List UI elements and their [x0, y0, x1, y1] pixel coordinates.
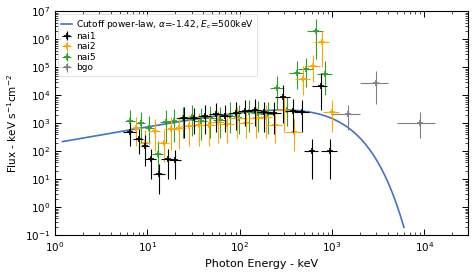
Cutoff power-law, $\alpha$=-1.42, $E_c$=500keV — [214, 114, 220, 117]
Cutoff power-law, $\alpha$=-1.42, $E_c$=500keV — [280, 108, 285, 112]
Legend: Cutoff power-law, $\alpha$=-1.42, $E_c$=500keV, nai1, nai2, nai5, bgo: Cutoff power-law, $\alpha$=-1.42, $E_c$=… — [58, 14, 257, 76]
Cutoff power-law, $\alpha$=-1.42, $E_c$=500keV — [261, 109, 266, 112]
Y-axis label: Flux - keV s$^{-1}$cm$^{-2}$: Flux - keV s$^{-1}$cm$^{-2}$ — [6, 74, 19, 173]
Cutoff power-law, $\alpha$=-1.42, $E_c$=500keV — [401, 226, 407, 229]
Cutoff power-law, $\alpha$=-1.42, $E_c$=500keV — [288, 109, 294, 112]
Line: Cutoff power-law, $\alpha$=-1.42, $E_c$=500keV: Cutoff power-law, $\alpha$=-1.42, $E_c$=… — [63, 110, 404, 227]
Cutoff power-law, $\alpha$=-1.42, $E_c$=500keV — [317, 113, 323, 116]
X-axis label: Photon Energy - keV: Photon Energy - keV — [205, 259, 319, 270]
Cutoff power-law, $\alpha$=-1.42, $E_c$=500keV — [147, 125, 153, 128]
Cutoff power-law, $\alpha$=-1.42, $E_c$=500keV — [60, 140, 65, 143]
Cutoff power-law, $\alpha$=-1.42, $E_c$=500keV — [120, 130, 126, 133]
